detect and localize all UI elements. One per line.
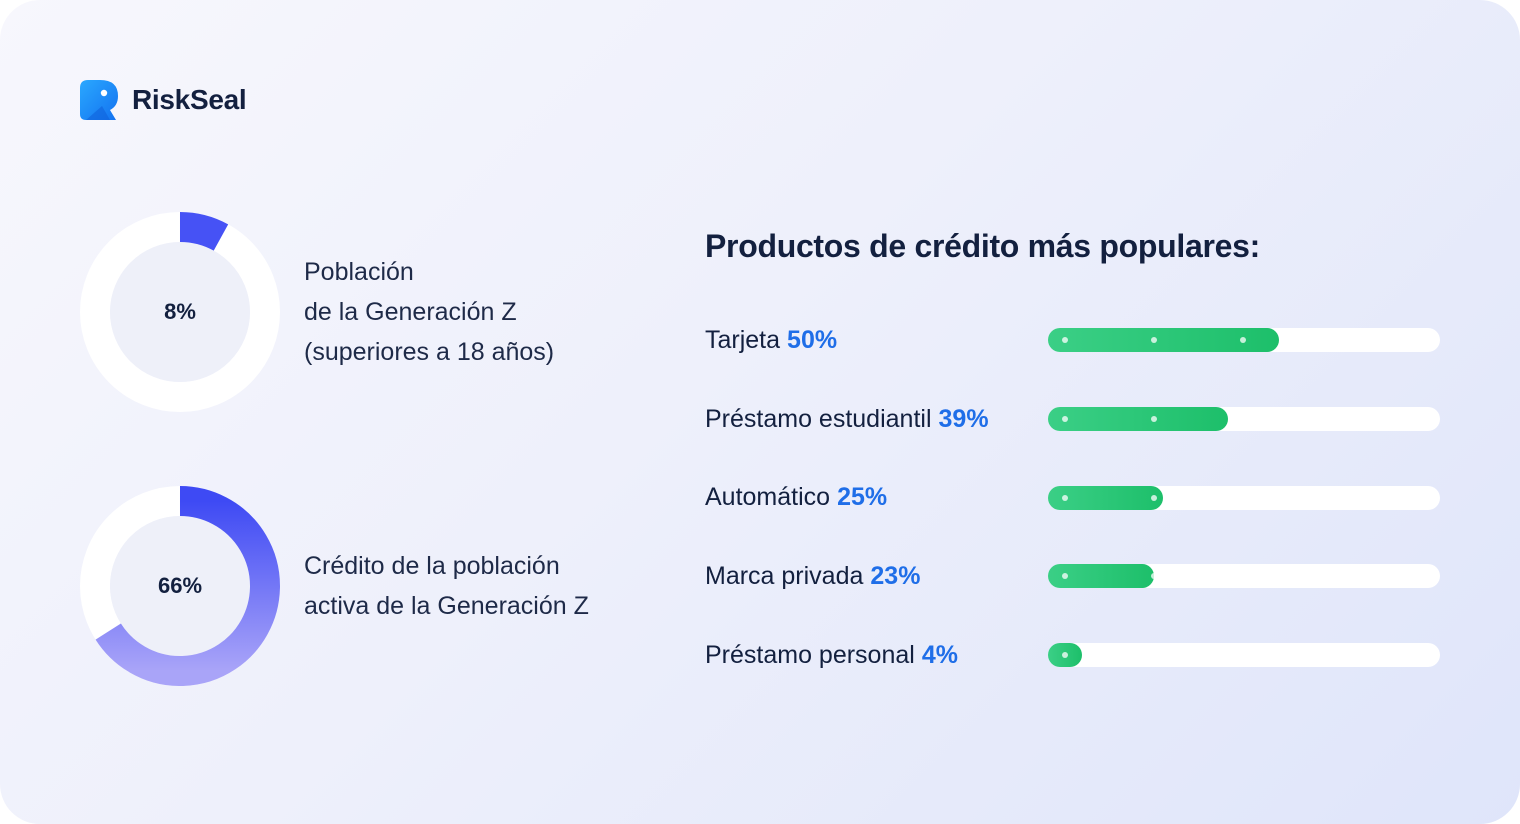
- category-label: Tarjeta: [705, 326, 781, 354]
- value-label: 50%: [787, 326, 838, 354]
- bar-fill-prestamo-estudiantil: [1048, 407, 1228, 431]
- bar-decor-dot: [1151, 573, 1157, 579]
- donut-chart-gen-z-population: 8%: [80, 212, 280, 412]
- bar-decor-dot: [1240, 337, 1246, 343]
- value-label: 25%: [837, 483, 888, 511]
- bar-track: [1048, 643, 1440, 667]
- description-line: Población: [304, 258, 414, 286]
- description-line: de la Generación Z: [304, 298, 517, 326]
- donut-description-gen-z-credit: Crédito de la población activa de la Gen…: [304, 546, 589, 626]
- bar-label-prestamo-personal: Préstamo personal 4%: [705, 640, 958, 670]
- bar-label-automatico: Automático 25%: [705, 482, 887, 512]
- brand-name: RiskSeal: [132, 84, 247, 115]
- bar-fill-marca-privada: [1048, 564, 1157, 588]
- donut-chart-gen-z-credit: 66%: [80, 486, 280, 686]
- bar-label-marca-privada: Marca privada 23%: [705, 561, 920, 591]
- donut-inner: [110, 516, 250, 656]
- bar-decor-dot: [1062, 652, 1068, 658]
- donut-arc: [95, 486, 280, 686]
- value-label: 23%: [870, 562, 921, 590]
- chart-title: Productos de crédito más populares:: [705, 228, 1260, 264]
- bar-fill-automatico: [1048, 486, 1164, 510]
- bar-label-tarjeta: Tarjeta 50%: [705, 325, 837, 355]
- description-line: (superiores a 18 años): [304, 338, 555, 366]
- brand-logo: RiskSeal: [80, 80, 247, 120]
- value-label: 4%: [921, 641, 958, 669]
- category-label: Préstamo estudiantil: [705, 405, 932, 433]
- bar-decor-dot: [1151, 337, 1157, 343]
- bar-decor-dot: [1151, 416, 1157, 422]
- bar-decor-dot: [1062, 573, 1068, 579]
- bar-track: [1048, 407, 1440, 431]
- bar-fill-tarjeta: [1048, 328, 1279, 352]
- category-label: Marca privada: [705, 562, 864, 590]
- bar-track: [1048, 564, 1440, 588]
- description-line: activa de la Generación Z: [304, 592, 589, 620]
- bar-decor-dot: [1062, 337, 1068, 343]
- bar-fill-prestamo-personal: [1048, 643, 1082, 667]
- bar-track: [1048, 328, 1440, 352]
- donut-value: 66%: [157, 573, 203, 598]
- category-label: Préstamo personal: [705, 641, 915, 669]
- bar-label-prestamo-estudiantil: Préstamo estudiantil 39%: [705, 404, 989, 434]
- bar-decor-dot: [1062, 495, 1068, 501]
- donut-svg: [80, 486, 280, 686]
- donut-arc: [179, 212, 229, 251]
- donut-svg: [80, 212, 280, 412]
- bar-track: [1048, 486, 1440, 510]
- bar-decor-dot: [1062, 416, 1068, 422]
- category-label: Automático: [705, 483, 831, 511]
- donut-description-gen-z-population: Población de la Generación Z (superiores…: [304, 252, 554, 372]
- donut-inner: [110, 242, 250, 382]
- donut-value: 8%: [164, 299, 196, 324]
- value-label: 39%: [938, 405, 989, 433]
- bar-decor-dot: [1151, 495, 1157, 501]
- riskseal-logo-icon: [80, 80, 118, 120]
- description-line: Crédito de la población: [304, 552, 560, 580]
